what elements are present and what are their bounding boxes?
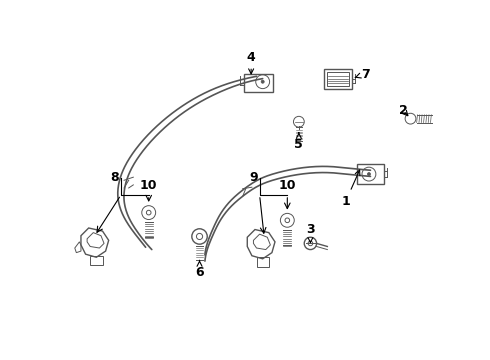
Text: 8: 8 [111, 171, 119, 184]
Text: 9: 9 [249, 171, 258, 184]
Text: 2: 2 [399, 104, 408, 117]
Text: 7: 7 [355, 68, 369, 81]
Bar [244, 74, 273, 93]
Bar [257, 257, 269, 266]
Circle shape [368, 172, 370, 176]
Text: 5: 5 [294, 133, 303, 151]
Text: 10: 10 [278, 179, 296, 192]
Text: 3: 3 [306, 223, 315, 243]
Text: 1: 1 [342, 170, 360, 208]
Bar [90, 256, 102, 265]
Text: 10: 10 [140, 179, 157, 192]
Text: 6: 6 [195, 261, 204, 279]
Bar [324, 69, 352, 89]
Text: 4: 4 [247, 50, 255, 74]
Circle shape [147, 210, 151, 215]
Circle shape [285, 218, 290, 222]
Circle shape [261, 80, 264, 83]
Bar [357, 164, 384, 184]
Bar [327, 72, 349, 86]
